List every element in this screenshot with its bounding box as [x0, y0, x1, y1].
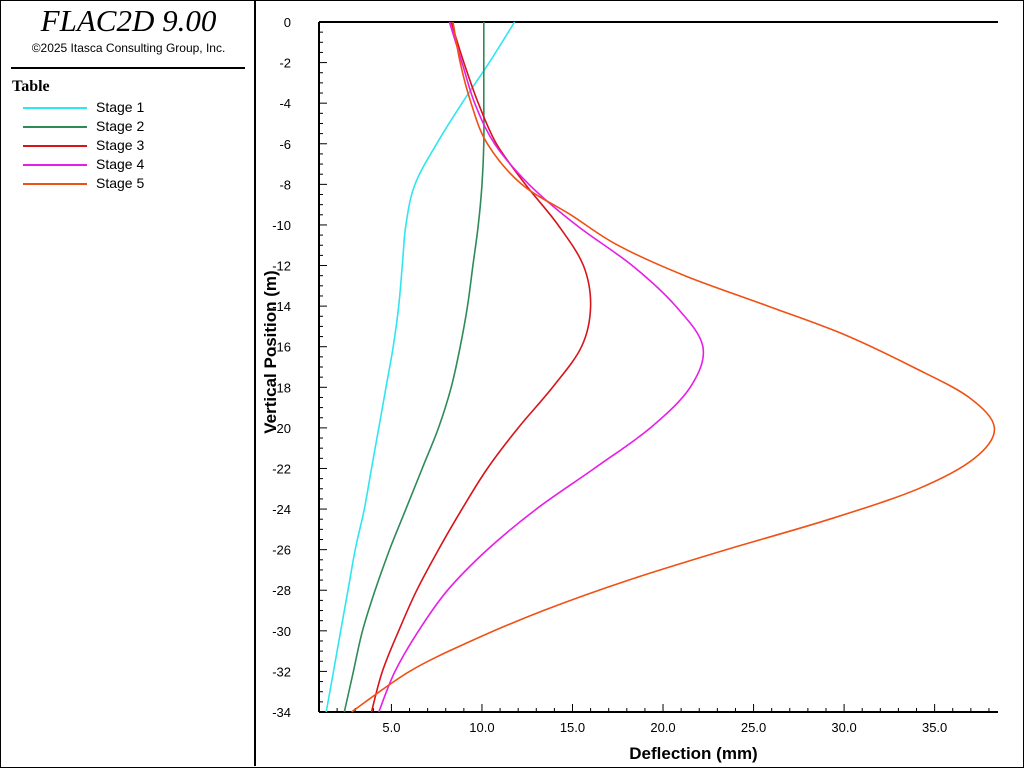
legend-swatch [23, 145, 87, 147]
y-tick-label: -8 [279, 177, 291, 192]
y-axis-label: Vertical Position (m) [261, 270, 280, 433]
y-tick-label: -30 [272, 624, 291, 639]
legend-swatch [23, 107, 87, 109]
series-line-stage-4 [378, 21, 705, 713]
legend-item: Stage 3 [23, 136, 223, 155]
legend-title: Table [12, 78, 50, 95]
y-tick-label: -10 [272, 218, 291, 233]
y-tick-label: -34 [272, 705, 291, 720]
legend-label: Stage 3 [96, 137, 145, 153]
legend-swatch [23, 183, 87, 185]
y-tick-label: -6 [279, 137, 291, 152]
y-tick-label: -32 [272, 664, 291, 679]
y-tick-label: -24 [272, 502, 291, 517]
y-tick-label: -20 [272, 421, 291, 436]
x-tick-label: 20.0 [650, 720, 675, 735]
x-tick-label: 10.0 [469, 720, 494, 735]
series-line-stage-5 [351, 21, 996, 713]
legend-label: Stage 1 [96, 99, 145, 115]
title-divider [11, 67, 245, 69]
y-tick-label: -14 [272, 299, 291, 314]
legend-label: Stage 4 [96, 156, 145, 172]
legend-item: Stage 1 [23, 98, 223, 117]
legend-swatch [23, 126, 87, 128]
legend-label: Stage 2 [96, 118, 145, 134]
series-line-stage-3 [370, 21, 592, 713]
y-tick-label: -18 [272, 380, 291, 395]
x-tick-label: 30.0 [831, 720, 856, 735]
x-tick-label: 35.0 [922, 720, 947, 735]
series-line-stage-2 [343, 21, 485, 713]
x-axis-label: Deflection (mm) [629, 744, 757, 763]
legend-item: Stage 5 [23, 174, 223, 193]
y-tick-label: -4 [279, 96, 291, 111]
x-tick-label: 25.0 [741, 720, 766, 735]
legend-panel: FLAC2D 9.00 ©2025 Itasca Consulting Grou… [1, 1, 256, 766]
y-tick-label: -28 [272, 583, 291, 598]
y-tick-label: 0 [284, 15, 291, 30]
app-title: FLAC2D 9.00 [40, 3, 217, 38]
legend-swatch [23, 164, 87, 166]
legend-item: Stage 2 [23, 117, 223, 136]
y-tick-label: -22 [272, 461, 291, 476]
y-tick-label: -12 [272, 259, 291, 274]
y-tick-label: -2 [279, 56, 291, 71]
legend-item: Stage 4 [23, 155, 223, 174]
x-tick-label: 15.0 [560, 720, 585, 735]
legend: Stage 1 Stage 2 Stage 3 Stage 4 Stage 5 [23, 98, 223, 193]
x-tick-label: 5.0 [382, 720, 400, 735]
y-tick-label: -26 [272, 543, 291, 558]
deflection-plot: 0 -2 -4 -6 -8 -10 -12 -14 -16 -18 -20 -22 -24 -26 -28 -… [261, 15, 998, 763]
series-line-stage-1 [325, 21, 516, 713]
y-tick-label: -16 [272, 340, 291, 355]
legend-label: Stage 5 [96, 175, 145, 191]
copyright-text: ©2025 Itasca Consulting Group, Inc. [31, 41, 226, 55]
